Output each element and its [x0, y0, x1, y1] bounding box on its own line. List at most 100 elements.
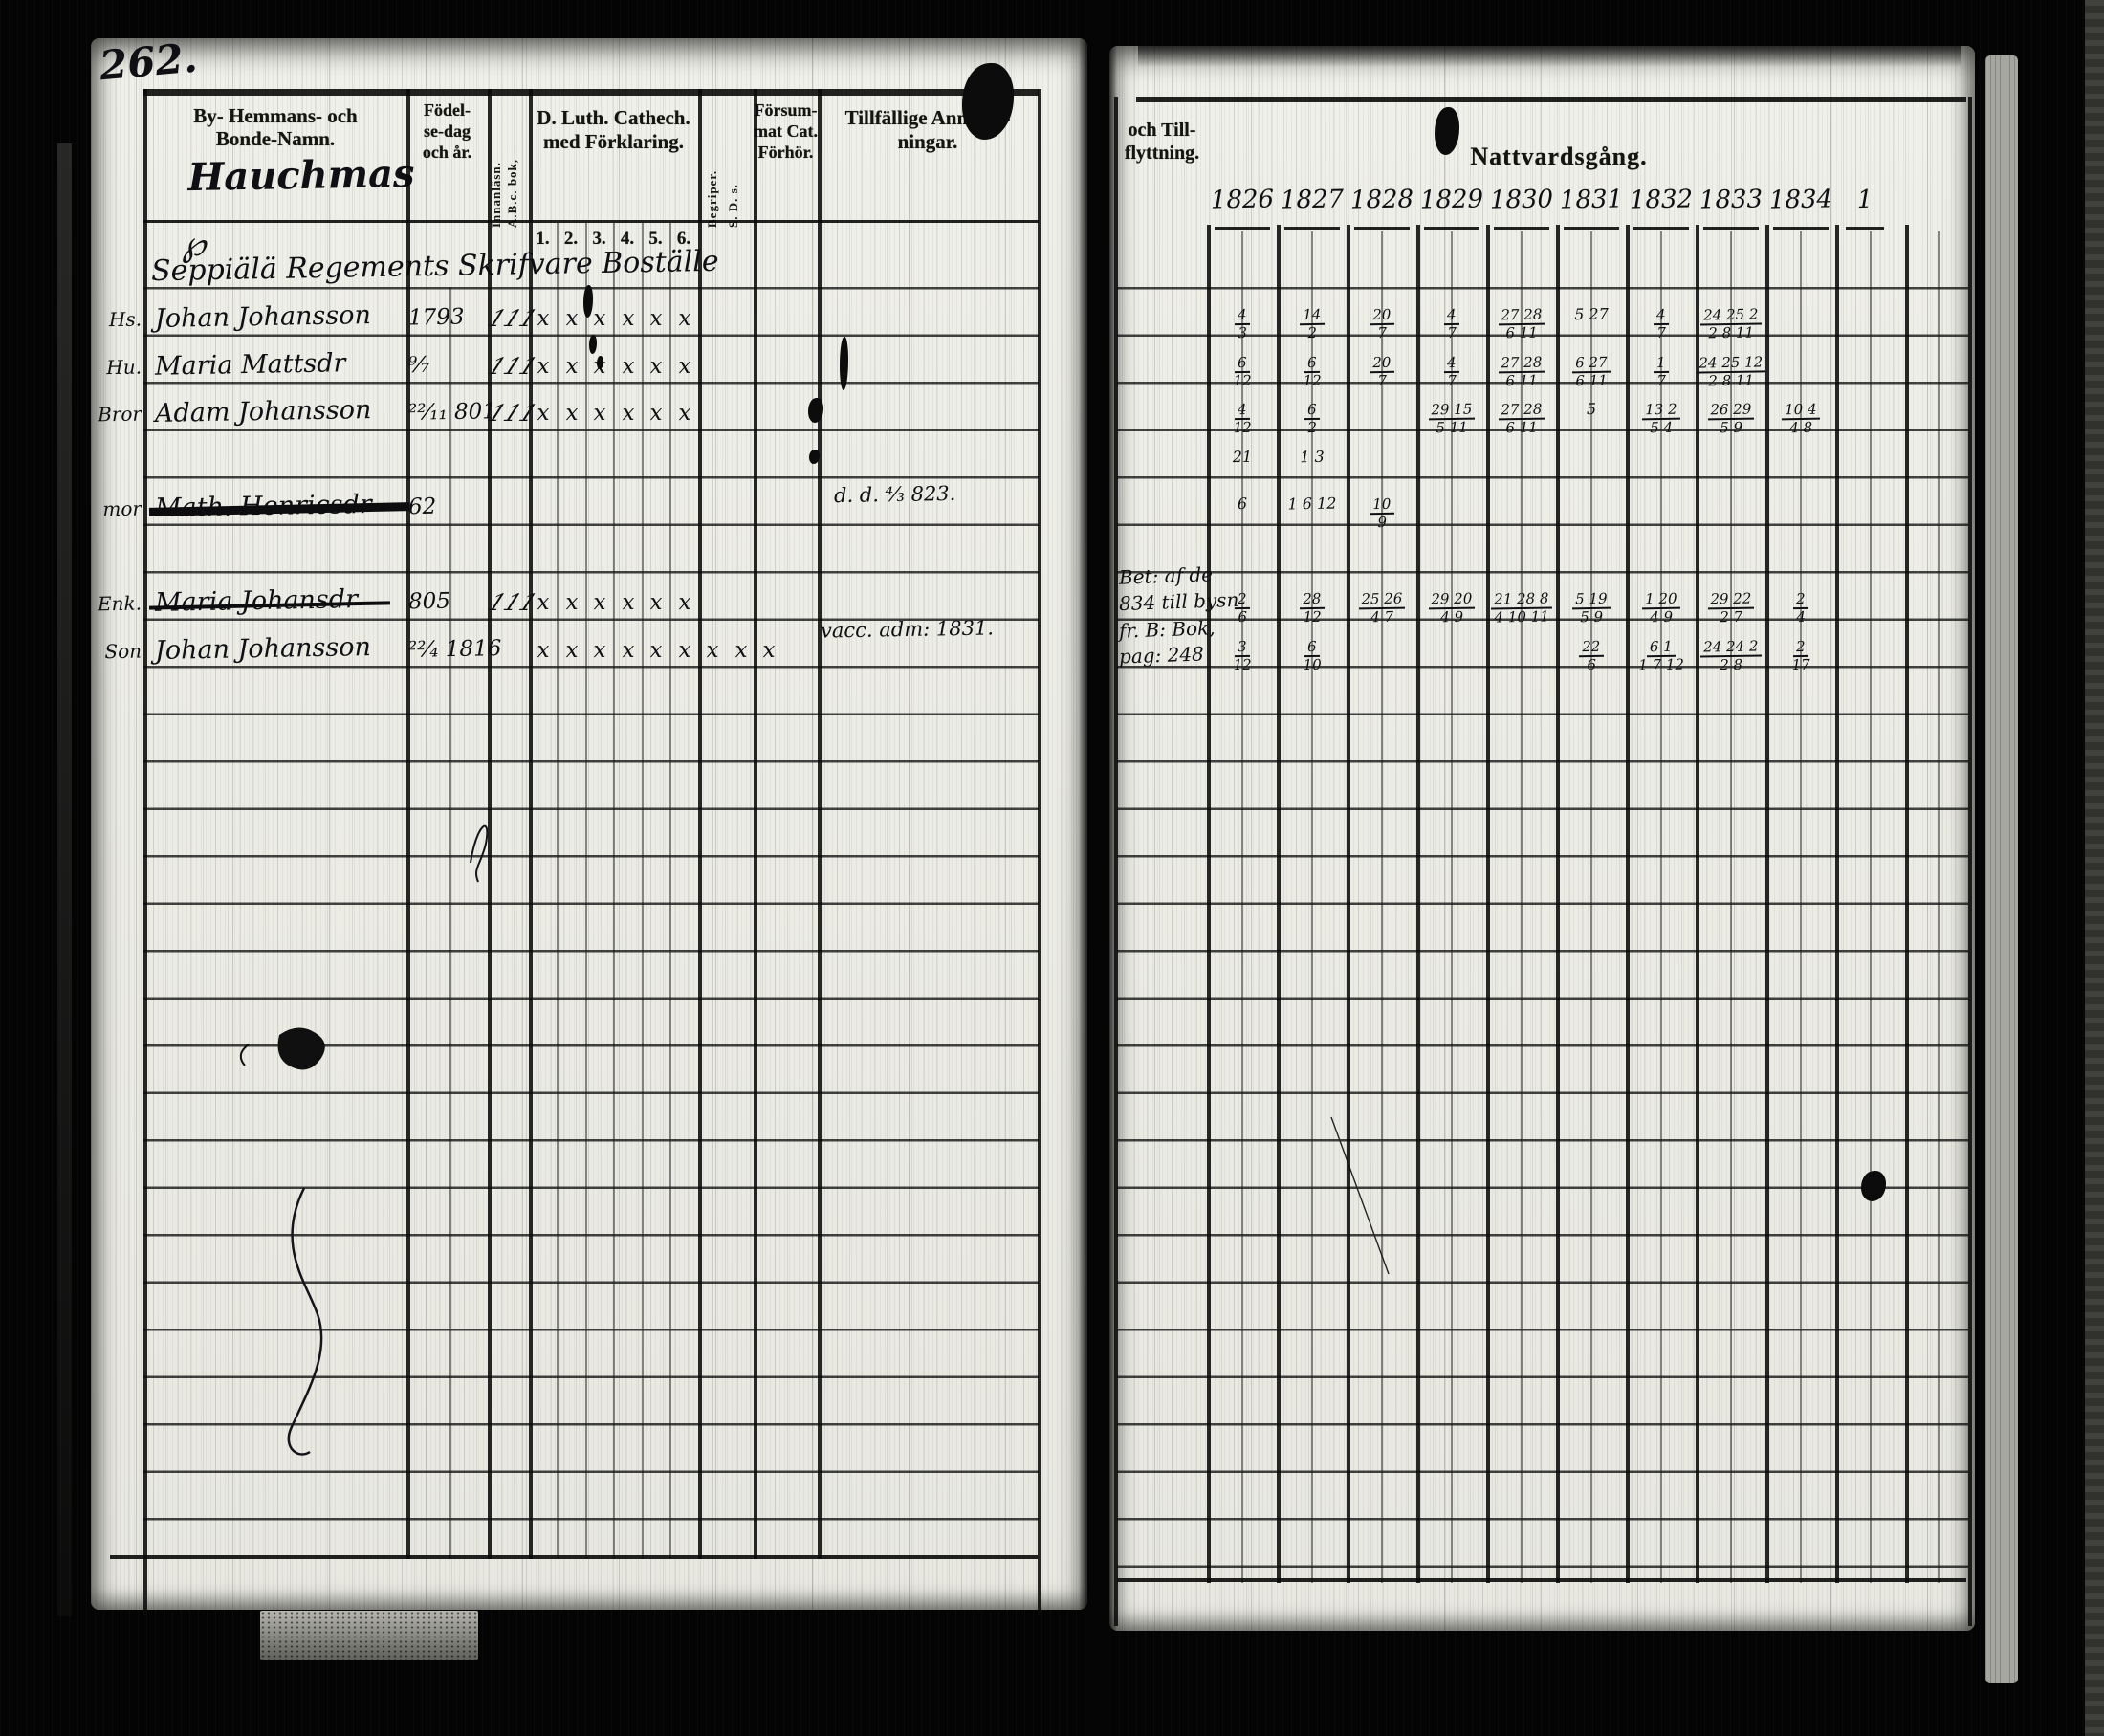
ink-blob [597, 356, 603, 369]
catechism-mark: x [649, 589, 663, 616]
column-subline [585, 223, 587, 1559]
column-line [143, 89, 147, 1615]
column-line [1038, 89, 1041, 1615]
column-line [1277, 225, 1281, 1583]
catechism-col-number: 1. [536, 229, 550, 249]
film-edge-strip [2085, 0, 2104, 1736]
page-bottom-tab [260, 1611, 478, 1660]
catechism-mark: x [537, 637, 550, 663]
column-subline [1870, 231, 1872, 1583]
birth-date: 62 [407, 494, 437, 520]
book-gutter [1079, 0, 1117, 1736]
column-line [1486, 225, 1490, 1583]
column-line [529, 89, 533, 1559]
column-line [488, 89, 492, 1559]
year-label: 1830 [1489, 185, 1553, 215]
moving-note: Bet: af de [1118, 562, 1214, 589]
rule-line [1117, 1578, 1966, 1582]
column-subline [1938, 231, 1940, 1583]
column-subline [1311, 231, 1313, 1583]
page-edge-strip [1985, 55, 2018, 1683]
catechism-mark: x [762, 637, 776, 663]
birth-date: ²²⁄₁₁ 801 [407, 399, 497, 426]
col-header-birth-line2: se-dag [424, 121, 471, 141]
column-subline [1241, 231, 1243, 1583]
catechism-mark: x [564, 353, 579, 379]
col-header-missed-line3: Förhör. [757, 143, 814, 162]
moving-note: pag: 248 [1118, 642, 1205, 669]
column-line [818, 89, 822, 1559]
column-line [1556, 225, 1560, 1583]
gutter-smear [1138, 46, 1961, 67]
year-label: 1828 [1349, 185, 1414, 215]
catechism-mark: x [537, 589, 550, 616]
year-label: 1833 [1699, 185, 1763, 215]
person-name: Adam Johansson [154, 395, 372, 429]
catechism-mark: x [677, 400, 691, 427]
rule-line [143, 220, 1039, 223]
column-subline [669, 223, 671, 1559]
col-header-abc-book: A.B.c. bok, [505, 158, 519, 228]
catechism-mark: x [621, 637, 635, 663]
column-line [1207, 225, 1211, 1583]
ink-blob [583, 285, 593, 318]
column-subline [1800, 231, 1802, 1583]
column-line [698, 89, 702, 1559]
year-underline [1846, 227, 1884, 230]
catechism-mark: x [677, 353, 691, 379]
birth-date: 1793 [407, 304, 465, 331]
col-header-missed: Försum- [754, 100, 818, 120]
communion-date: 1 3 [1299, 447, 1325, 466]
ink-blob [809, 450, 820, 464]
column-line [1114, 97, 1118, 1626]
catechism-col-number: 6. [676, 229, 691, 249]
col-header-comprehends: Begriper. [705, 169, 719, 228]
remark-note: d. d. ⁴⁄₃ 823. [833, 481, 956, 508]
ink-blob [840, 337, 848, 390]
col-header-sds: S. D. s. [726, 184, 740, 228]
margin-label: Hs. [108, 307, 142, 332]
ink-blob [1435, 107, 1459, 155]
catechism-mark: x [564, 305, 579, 332]
margin-label: Bror [97, 402, 142, 427]
column-line [1347, 225, 1350, 1583]
catechism-mark: x [564, 637, 579, 663]
rule-line [1136, 97, 1966, 102]
catechism-mark: x [564, 400, 579, 427]
person-name: Johan Johansson [154, 631, 372, 666]
col-header-remarks-line2: ningar. [897, 130, 958, 153]
year-underline [1493, 227, 1549, 230]
col-header-moving: och Till- [1128, 120, 1196, 141]
year-label: 1831 [1559, 185, 1623, 215]
catechism-mark: x [593, 305, 606, 332]
catechism-col-number: 4. [620, 229, 635, 249]
birth-date: ²²⁄₄ 1816 [407, 635, 502, 663]
margin-label: Son [104, 639, 142, 663]
catechism-mark: x [621, 305, 635, 332]
person-name: Maria Mattsdr [154, 347, 346, 382]
column-line [1626, 225, 1630, 1583]
birth-date: 805 [407, 588, 451, 615]
catechism-mark: x [649, 353, 663, 379]
column-line [1765, 225, 1769, 1583]
year-label: 1832 [1629, 185, 1693, 215]
column-subline [613, 223, 615, 1559]
ink-blob [589, 335, 597, 354]
catechism-mark: x [537, 400, 550, 427]
column-line [1968, 97, 1972, 1626]
communion-header: Nattvardsgång. [1470, 143, 1648, 170]
col-header-birth: Födel- [424, 100, 471, 120]
year-label: 1827 [1280, 185, 1344, 215]
moving-note: fr. B: Bok, [1118, 616, 1216, 643]
column-subline [1451, 231, 1453, 1583]
catechism-mark: x [593, 589, 606, 616]
column-subline [1521, 231, 1523, 1583]
column-subline [642, 223, 644, 1559]
catechism-mark: x [537, 305, 550, 332]
person-name: Maria Johansdr [154, 584, 359, 618]
catechism-mark: x [734, 637, 748, 663]
year-underline [1353, 227, 1410, 230]
